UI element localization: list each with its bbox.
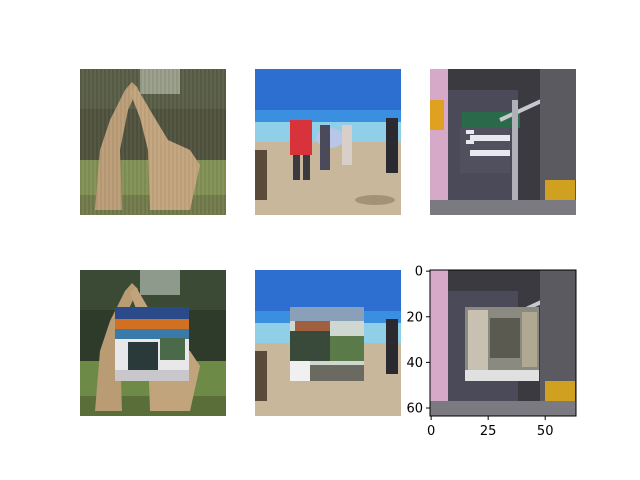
image-panel-beach bbox=[255, 69, 401, 215]
pasted-patch bbox=[465, 307, 539, 381]
y-tick-label: 0 bbox=[415, 265, 423, 280]
x-tick-label: 50 bbox=[537, 424, 554, 439]
pasted-patch bbox=[115, 307, 189, 381]
image-panel-giraffes bbox=[80, 69, 226, 215]
pasted-patch bbox=[290, 307, 364, 381]
x-tick-label: 25 bbox=[480, 424, 497, 439]
image-panel-beach-patched bbox=[255, 270, 401, 416]
x-tick-label: 0 bbox=[427, 424, 435, 439]
axes-frame bbox=[429, 269, 577, 417]
y-tick-label: 20 bbox=[406, 310, 423, 325]
image-panel-street-patched bbox=[430, 270, 576, 416]
image-panel-street bbox=[430, 69, 576, 215]
x-axis-ticks: 0 25 50 bbox=[427, 416, 553, 439]
image-panel-giraffes-patched bbox=[80, 270, 226, 416]
y-tick-label: 40 bbox=[406, 356, 423, 371]
y-axis-ticks: 0 20 40 60 bbox=[406, 265, 430, 417]
y-tick-label: 60 bbox=[406, 402, 423, 417]
